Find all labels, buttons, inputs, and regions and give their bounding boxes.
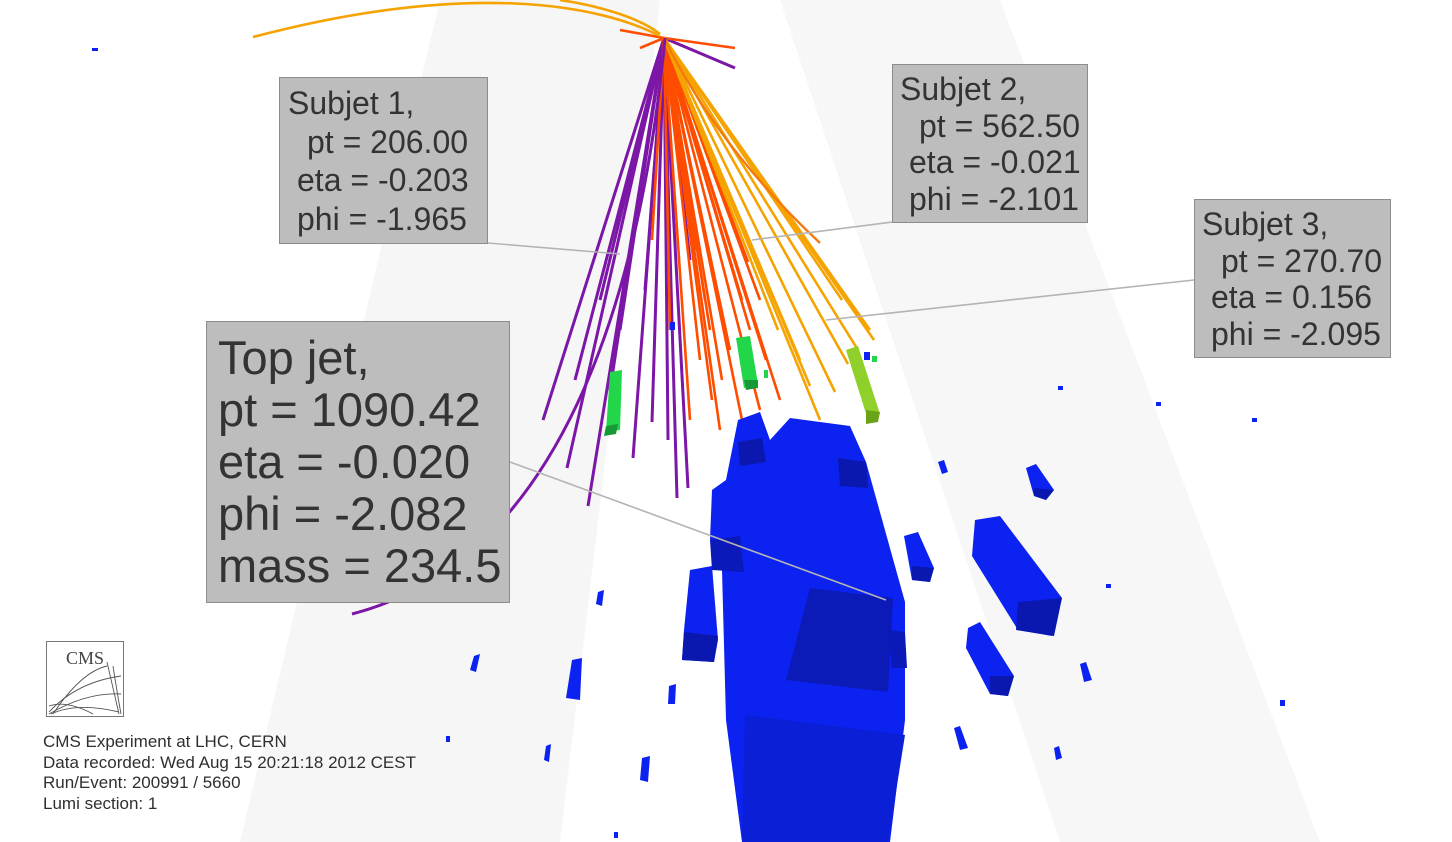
subjet-3-phi: phi = -2.095 (1211, 315, 1381, 352)
tracks-red (619, 28, 782, 431)
track-red (662, 37, 782, 401)
top-jet-phi: phi = -2.082 (218, 487, 468, 540)
subjet-2-eta: eta = -0.021 (909, 144, 1081, 180)
cms-logo: CMS (46, 641, 124, 717)
subjet-3-label: Subjet 3, pt = 270.70 eta = 0.156 phi = … (1194, 199, 1391, 358)
subjet-2-label: Subjet 2, pt = 562.50 eta = -0.021 phi =… (892, 64, 1088, 223)
track-red (663, 36, 736, 50)
top-jet-pt: pt = 1090.42 (218, 383, 481, 436)
subjet-3-title: Subjet 3, (1202, 206, 1329, 242)
top-jet-title: Top jet, (218, 331, 370, 384)
track-purple (650, 37, 666, 423)
track-purple (663, 36, 736, 70)
subjet-2-pt: pt = 562.50 (919, 107, 1081, 144)
track-red (662, 37, 672, 331)
track-orange (662, 37, 872, 331)
subjet-1-eta: eta = -0.203 (297, 162, 469, 198)
subjet-3-eta: eta = 0.156 (1211, 279, 1373, 315)
run-event-text: Run/Event: 200991 / 5660 (43, 773, 241, 792)
track-red (639, 36, 665, 50)
subjet-1-pt: pt = 206.00 (307, 123, 469, 160)
subjet-3-pt: pt = 270.70 (1221, 242, 1383, 279)
track-orange (662, 37, 837, 393)
track-orange (662, 37, 802, 361)
label-connectors (487, 221, 1195, 601)
track-purple (618, 37, 666, 331)
track-orange (662, 37, 780, 331)
top-jet-mass: mass = 234.5 (218, 539, 502, 592)
event-info: CMS Experiment at LHC, CERN Data recorde… (43, 732, 416, 814)
recorded-text: Data recorded: Wed Aug 15 20:21:18 2012 … (43, 752, 416, 772)
subjet-2-phi: phi = -2.101 (909, 180, 1079, 217)
top-jet-label: Top jet, pt = 1090.42 eta = -0.020 phi =… (206, 321, 510, 603)
track-orange (662, 37, 860, 351)
tracks-orange (662, 37, 876, 421)
track-purple (541, 37, 666, 421)
experiment-text: CMS Experiment at LHC, CERN (43, 732, 287, 751)
track-red (662, 37, 744, 421)
cms-logo-tracks-icon (48, 661, 122, 715)
lumi-section-text: Lumi section: 1 (43, 793, 158, 813)
subjet-1-label: Subjet 1, pt = 206.00 eta = -0.203 phi =… (279, 77, 488, 244)
subjet-1-phi: phi = -1.965 (297, 200, 467, 237)
track-red (619, 28, 665, 40)
hcal-towers (92, 48, 1285, 842)
cms-logo-text: CMS (65, 648, 105, 668)
top-jet-eta: eta = -0.020 (218, 435, 471, 488)
ecal-deposits (604, 336, 880, 436)
track-red (662, 37, 692, 421)
track-red (662, 37, 712, 331)
track-purple (598, 37, 666, 301)
subjet-2-title: Subjet 2, (900, 71, 1027, 107)
subjet-1-title: Subjet 1, (288, 85, 415, 121)
